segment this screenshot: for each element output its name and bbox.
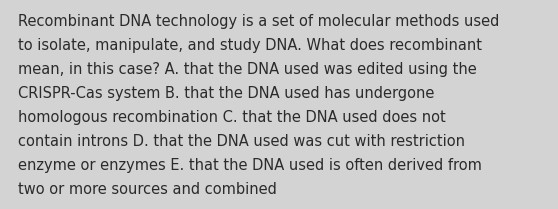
Text: Recombinant DNA technology is a set of molecular methods used: Recombinant DNA technology is a set of m… — [18, 14, 499, 29]
Text: to isolate, manipulate, and study DNA. What does recombinant: to isolate, manipulate, and study DNA. W… — [18, 38, 482, 53]
Text: two or more sources and combined: two or more sources and combined — [18, 182, 277, 197]
Text: CRISPR-Cas system B. that the DNA used has undergone: CRISPR-Cas system B. that the DNA used h… — [18, 86, 434, 101]
Text: enzyme or enzymes E. that the DNA used is often derived from: enzyme or enzymes E. that the DNA used i… — [18, 158, 482, 173]
Text: mean, in this case? A. that the DNA used was edited using the: mean, in this case? A. that the DNA used… — [18, 62, 477, 77]
Text: homologous recombination C. that the DNA used does not: homologous recombination C. that the DNA… — [18, 110, 446, 125]
Text: contain introns D. that the DNA used was cut with restriction: contain introns D. that the DNA used was… — [18, 134, 465, 149]
